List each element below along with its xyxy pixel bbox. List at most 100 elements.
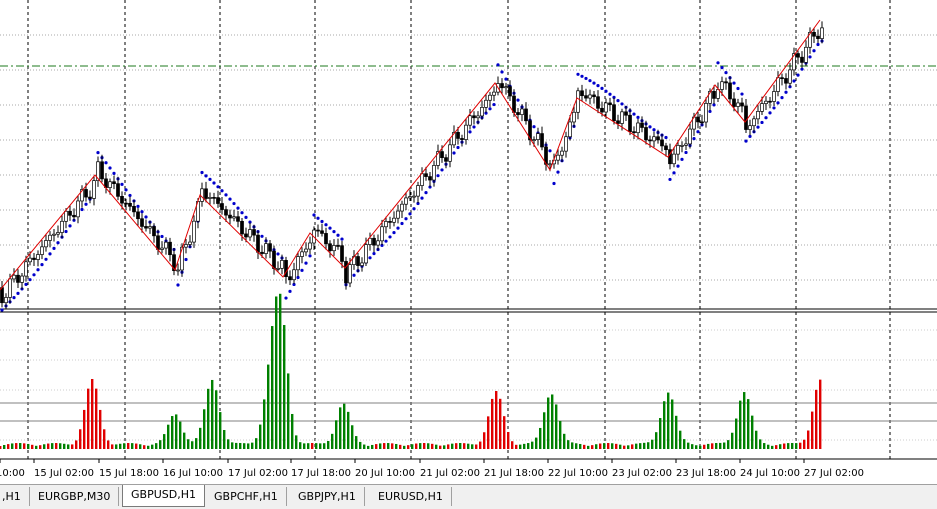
volume-bar bbox=[447, 444, 450, 449]
candle-body bbox=[300, 251, 304, 257]
symbol-tab[interactable]: ,H1 bbox=[0, 487, 30, 506]
volume-bar bbox=[343, 403, 346, 449]
candle-body bbox=[780, 77, 784, 80]
sar-dot bbox=[112, 171, 116, 175]
candle-body bbox=[304, 248, 308, 253]
candle-body bbox=[216, 197, 220, 204]
volume-bar bbox=[7, 444, 10, 449]
volume-bar bbox=[383, 443, 386, 449]
candle-body bbox=[260, 251, 264, 254]
candle-body bbox=[772, 91, 776, 102]
candle-body bbox=[188, 241, 192, 245]
time-label: 16 Jul 10:00 bbox=[163, 468, 223, 479]
symbol-tab[interactable]: EURGBP,M30 bbox=[30, 487, 120, 506]
volume-bar bbox=[487, 416, 490, 449]
symbol-tab[interactable]: EURUSD,H1 bbox=[370, 487, 452, 506]
volume-bar bbox=[39, 445, 42, 449]
sar-dot bbox=[396, 226, 400, 230]
volume-bar bbox=[743, 392, 746, 449]
sar-dot bbox=[712, 103, 716, 107]
symbol-tab[interactable]: GBPCHF,H1 bbox=[206, 487, 287, 506]
candle-body bbox=[376, 240, 380, 246]
volume-bar bbox=[375, 444, 378, 449]
volume-bar bbox=[403, 445, 406, 449]
candle-body bbox=[112, 181, 116, 185]
candle-body bbox=[404, 197, 408, 205]
sar-dot bbox=[612, 95, 616, 99]
volume-bar bbox=[11, 443, 14, 449]
sar-dot bbox=[636, 115, 640, 120]
sar-dot bbox=[328, 226, 332, 230]
candle-body bbox=[60, 220, 64, 233]
volume-bar bbox=[95, 388, 98, 449]
sar-dot bbox=[28, 278, 32, 282]
volume-bar bbox=[227, 439, 230, 449]
sar-dot bbox=[128, 193, 132, 198]
sar-dot bbox=[392, 230, 396, 235]
candle-body bbox=[364, 244, 368, 264]
candle-body bbox=[660, 139, 664, 147]
volume-bar bbox=[519, 444, 522, 449]
sar-dot bbox=[204, 174, 208, 178]
sar-dot bbox=[24, 282, 28, 286]
candle-body bbox=[732, 98, 736, 107]
volume-bar bbox=[807, 430, 810, 449]
candle-body bbox=[32, 257, 36, 260]
candle-body bbox=[468, 115, 472, 126]
time-label: 21 Jul 18:00 bbox=[484, 468, 544, 479]
volume-bar bbox=[347, 411, 350, 449]
volume-bar bbox=[111, 444, 114, 449]
candle-body bbox=[784, 78, 788, 84]
volume-bar bbox=[67, 444, 70, 449]
volume-bar bbox=[299, 442, 302, 449]
candle-body bbox=[392, 217, 396, 223]
sar-dot bbox=[36, 268, 40, 272]
volume-bar bbox=[103, 429, 106, 449]
candle-body bbox=[796, 53, 800, 58]
sar-dot bbox=[500, 70, 504, 74]
sar-dot bbox=[596, 84, 600, 88]
candle-body bbox=[92, 180, 96, 199]
volume-bar bbox=[495, 391, 498, 449]
volume-bar bbox=[207, 388, 210, 449]
sar-dot bbox=[332, 230, 336, 234]
symbol-tab[interactable]: GBPJPY,H1 bbox=[290, 487, 365, 506]
sar-dot bbox=[576, 72, 580, 76]
volume-bar bbox=[695, 445, 698, 449]
volume-bar bbox=[27, 443, 30, 449]
candle-body bbox=[532, 139, 536, 141]
volume-bar bbox=[419, 443, 422, 449]
sar-dot bbox=[484, 111, 488, 115]
volume-bar bbox=[739, 400, 742, 449]
sar-dot bbox=[696, 130, 700, 134]
candle-body bbox=[664, 145, 668, 150]
volume-bar bbox=[611, 443, 614, 449]
candle-body bbox=[416, 185, 420, 197]
candle-body bbox=[332, 245, 336, 252]
candle-body bbox=[276, 267, 280, 270]
sar-dot bbox=[732, 81, 736, 85]
volume-bar bbox=[399, 444, 402, 449]
sar-dot bbox=[40, 263, 44, 267]
volume-bar bbox=[331, 433, 334, 449]
volume-bar bbox=[575, 443, 578, 449]
candle-body bbox=[152, 226, 156, 237]
candle-body bbox=[420, 173, 424, 186]
candle-body bbox=[820, 27, 824, 39]
candle-body bbox=[296, 256, 300, 271]
symbol-tab[interactable]: GBPUSD,H1 bbox=[122, 485, 205, 507]
candle-body bbox=[508, 86, 512, 97]
candle-body bbox=[20, 275, 24, 283]
candle-body bbox=[816, 35, 820, 39]
candle-body bbox=[228, 214, 232, 219]
volume-bar bbox=[387, 443, 390, 449]
candle-body bbox=[432, 165, 436, 181]
candle-body bbox=[248, 229, 252, 238]
candle-body bbox=[384, 221, 388, 228]
volume-bar bbox=[579, 443, 582, 449]
volume-bar bbox=[287, 373, 290, 449]
candle-body bbox=[592, 94, 596, 98]
volume-bar bbox=[475, 444, 478, 449]
candle-body bbox=[724, 81, 728, 84]
volume-bar bbox=[451, 443, 454, 449]
